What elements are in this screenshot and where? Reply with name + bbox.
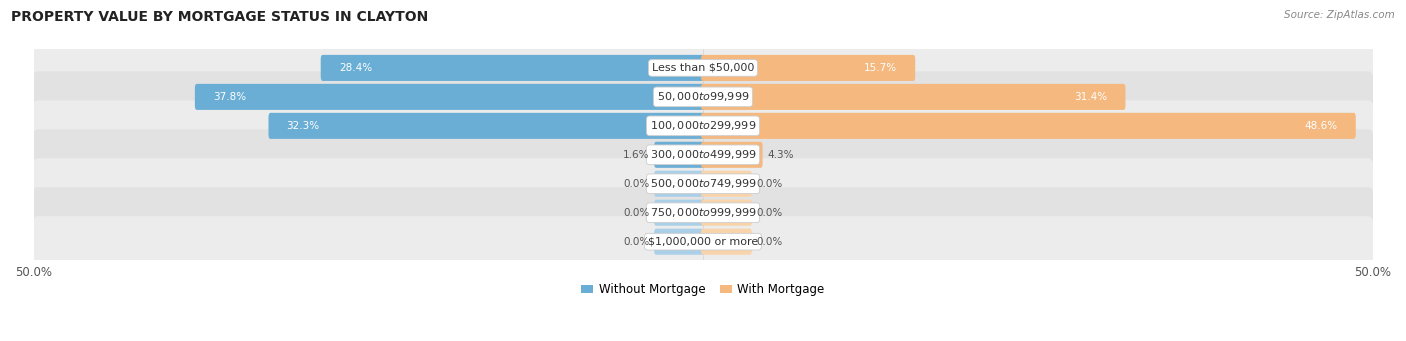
Text: 1.6%: 1.6%	[623, 150, 650, 160]
FancyBboxPatch shape	[269, 113, 704, 139]
FancyBboxPatch shape	[654, 142, 704, 168]
FancyBboxPatch shape	[702, 229, 752, 255]
Text: 48.6%: 48.6%	[1305, 121, 1337, 131]
Text: Source: ZipAtlas.com: Source: ZipAtlas.com	[1284, 10, 1395, 20]
FancyBboxPatch shape	[32, 158, 1374, 209]
Text: 0.0%: 0.0%	[756, 179, 783, 189]
FancyBboxPatch shape	[702, 200, 752, 226]
FancyBboxPatch shape	[702, 171, 752, 197]
Text: Less than $50,000: Less than $50,000	[652, 63, 754, 73]
FancyBboxPatch shape	[32, 216, 1374, 267]
Text: $300,000 to $499,999: $300,000 to $499,999	[650, 148, 756, 161]
FancyBboxPatch shape	[654, 171, 704, 197]
FancyBboxPatch shape	[654, 229, 704, 255]
Text: 4.3%: 4.3%	[768, 150, 794, 160]
Legend: Without Mortgage, With Mortgage: Without Mortgage, With Mortgage	[576, 279, 830, 301]
FancyBboxPatch shape	[32, 42, 1374, 93]
FancyBboxPatch shape	[702, 55, 915, 81]
FancyBboxPatch shape	[321, 55, 704, 81]
Text: 0.0%: 0.0%	[623, 237, 650, 247]
FancyBboxPatch shape	[702, 113, 1355, 139]
FancyBboxPatch shape	[195, 84, 704, 110]
FancyBboxPatch shape	[654, 200, 704, 226]
Text: 31.4%: 31.4%	[1074, 92, 1108, 102]
Text: 37.8%: 37.8%	[212, 92, 246, 102]
Text: $500,000 to $749,999: $500,000 to $749,999	[650, 177, 756, 190]
Text: 28.4%: 28.4%	[339, 63, 373, 73]
FancyBboxPatch shape	[32, 71, 1374, 122]
FancyBboxPatch shape	[32, 187, 1374, 238]
Text: $750,000 to $999,999: $750,000 to $999,999	[650, 206, 756, 219]
Text: $1,000,000 or more: $1,000,000 or more	[648, 237, 758, 247]
Text: $100,000 to $299,999: $100,000 to $299,999	[650, 119, 756, 132]
FancyBboxPatch shape	[702, 84, 1125, 110]
Text: 32.3%: 32.3%	[287, 121, 319, 131]
Text: 0.0%: 0.0%	[623, 179, 650, 189]
Text: 15.7%: 15.7%	[865, 63, 897, 73]
Text: PROPERTY VALUE BY MORTGAGE STATUS IN CLAYTON: PROPERTY VALUE BY MORTGAGE STATUS IN CLA…	[11, 10, 429, 24]
FancyBboxPatch shape	[32, 100, 1374, 151]
FancyBboxPatch shape	[32, 129, 1374, 180]
Text: 0.0%: 0.0%	[623, 208, 650, 218]
FancyBboxPatch shape	[702, 142, 762, 168]
Text: $50,000 to $99,999: $50,000 to $99,999	[657, 90, 749, 103]
Text: 0.0%: 0.0%	[756, 208, 783, 218]
Text: 0.0%: 0.0%	[756, 237, 783, 247]
